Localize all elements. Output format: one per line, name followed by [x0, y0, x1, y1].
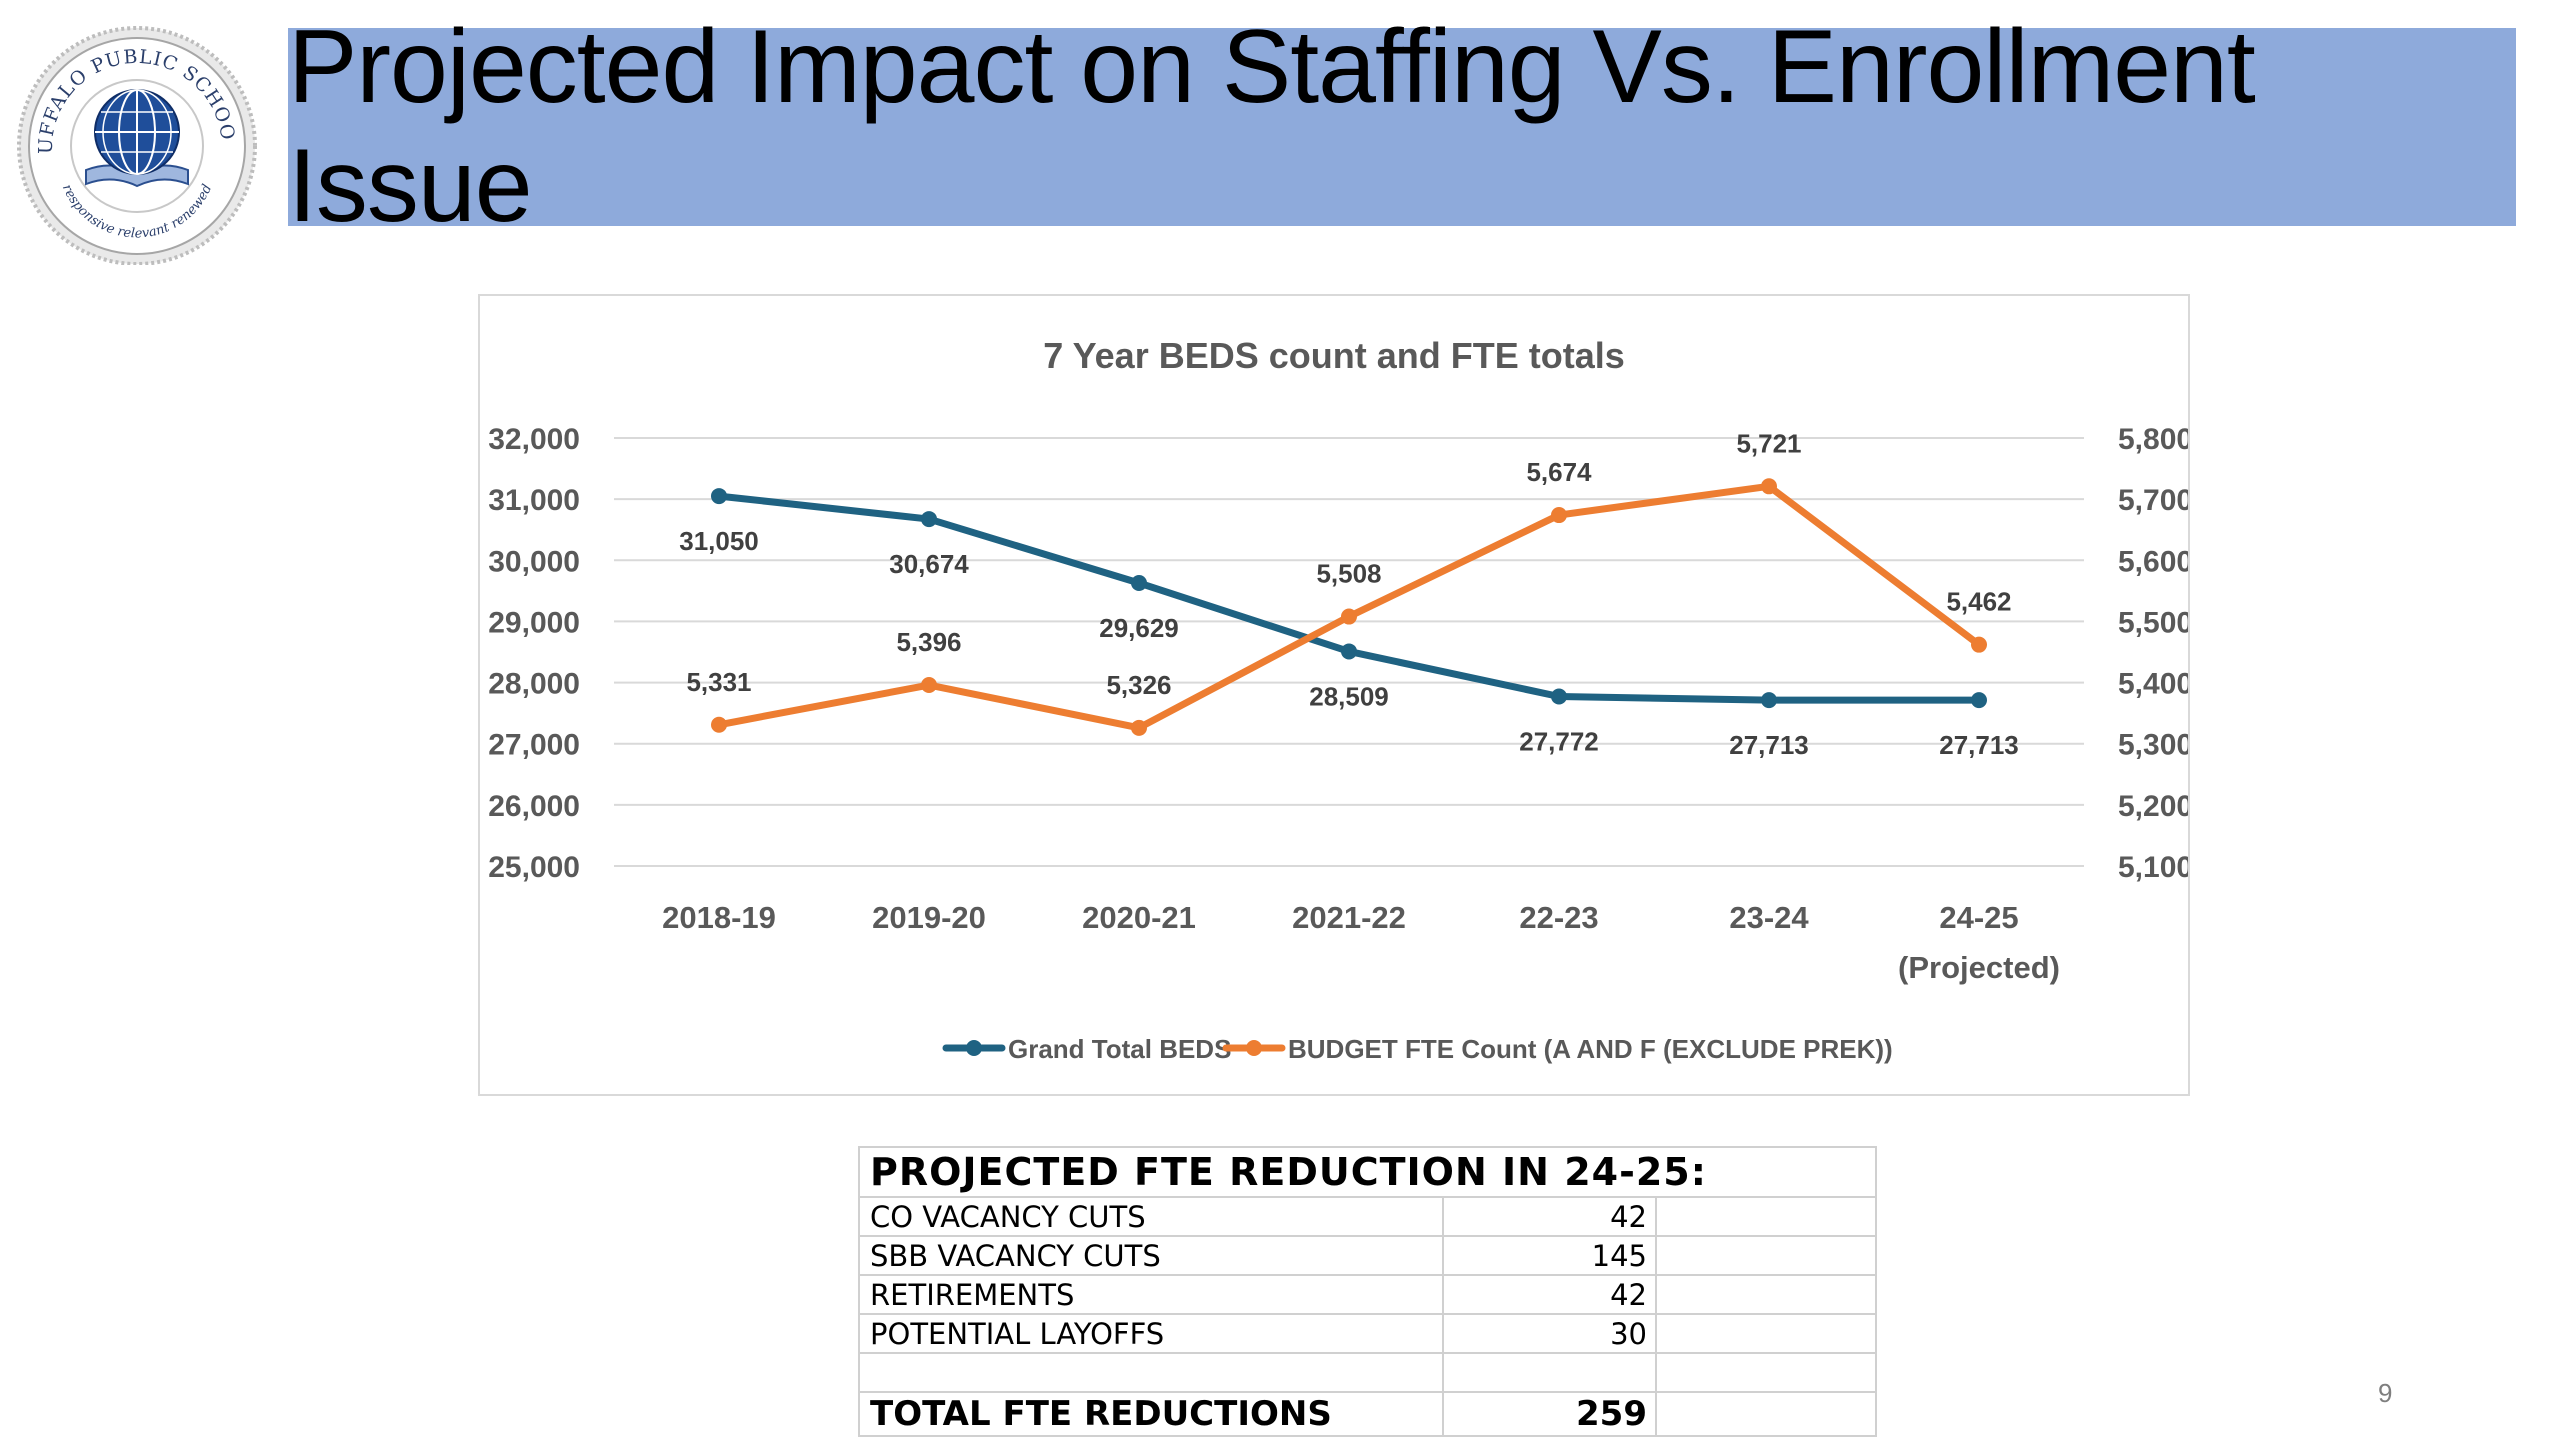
- data-point: [1131, 574, 1147, 591]
- data-label: 27,713: [1939, 730, 2019, 760]
- page-number: 9: [2378, 1378, 2393, 1408]
- slide-title: Projected Impact on Staffing Vs. Enrollm…: [288, 9, 2256, 244]
- chart-title: 7 Year BEDS count and FTE totals: [1043, 335, 1624, 376]
- data-point: [921, 677, 937, 694]
- y-left-tick-label: 29,000: [488, 606, 580, 639]
- school-seal-icon: BUFFALO PUBLIC SCHOOLS responsive releva…: [1, 3, 257, 266]
- x-tick-label: 2021-22: [1292, 900, 1406, 935]
- data-series: [711, 478, 1987, 736]
- chart-legend: Grand Total BEDS BUDGET FTE Count (A AND …: [942, 1034, 1893, 1064]
- x-tick-label: 2020-21: [1082, 900, 1196, 935]
- table-header-row: PROJECTED FTE REDUCTION IN 24-25:: [857, 1146, 1878, 1198]
- data-point: [1551, 507, 1567, 524]
- y-left-tick-label: 30,000: [488, 545, 580, 578]
- chart-svg: 7 Year BEDS count and FTE totals 25,000 5…: [488, 335, 2188, 1064]
- data-point: [1971, 636, 1987, 653]
- y-right-tick-label: 5,600: [2118, 545, 2188, 578]
- x-tick-label: 23-24: [1729, 900, 1809, 935]
- series-line: [715, 492, 1983, 704]
- buffalo-public-schools-logo: BUFFALO PUBLIC SCHOOLS responsive releva…: [1, 3, 266, 266]
- x-tick-label: 2018-19: [662, 900, 776, 935]
- row-value: 42: [1442, 1196, 1657, 1237]
- legend-marker: [1246, 1040, 1262, 1056]
- y-left-tick-label: 27,000: [488, 729, 580, 762]
- data-label: 29,629: [1099, 613, 1179, 643]
- data-point: [921, 511, 937, 528]
- table-row: SBB VACANCY CUTS 145: [858, 1235, 1878, 1276]
- total-row: TOTAL FTE REDUCTIONS 259: [858, 1391, 1878, 1437]
- table-row: RETIREMENTS 42: [858, 1274, 1878, 1315]
- gridlines: [614, 437, 2084, 867]
- data-label: 27,772: [1519, 727, 1599, 757]
- y-right-tick-label: 5,200: [2118, 790, 2188, 823]
- y-left-tick-label: 26,000: [488, 790, 580, 823]
- y-right-tick-label: 5,400: [2118, 668, 2188, 701]
- x-tick-label: 2019-20: [872, 900, 986, 935]
- data-label: 5,674: [1526, 457, 1592, 487]
- empty-cell: [1654, 1235, 1878, 1276]
- row-label: POTENTIAL LAYOFFS: [858, 1313, 1444, 1354]
- y-left-tick-label: 25,000: [488, 851, 580, 884]
- total-label: TOTAL FTE REDUCTIONS: [858, 1391, 1444, 1437]
- data-point: [711, 716, 727, 733]
- empty-cell: [1654, 1274, 1878, 1315]
- axis-tick-labels: 25,000 5,100 26,000 5,200 27,000 5,300 28,000 5…: [488, 423, 2188, 985]
- empty-cell: [1654, 1352, 1878, 1393]
- row-label: SBB VACANCY CUTS: [858, 1235, 1444, 1276]
- legend-label: Grand Total BEDS: [1008, 1034, 1231, 1064]
- data-label: 30,674: [889, 549, 969, 579]
- y-right-tick-label: 5,800: [2118, 423, 2188, 456]
- empty-cell: [1654, 1196, 1878, 1237]
- y-right-tick-label: 5,700: [2118, 484, 2188, 517]
- y-left-tick-label: 28,000: [488, 668, 580, 701]
- empty-cell: [858, 1352, 1444, 1393]
- empty-cell: [1442, 1352, 1657, 1393]
- data-label: 28,509: [1309, 681, 1389, 711]
- data-label: 5,331: [686, 667, 751, 697]
- data-point: [1131, 719, 1147, 736]
- table-row: POTENTIAL LAYOFFS 30: [858, 1313, 1878, 1354]
- row-value: 30: [1442, 1313, 1657, 1354]
- data-point: [1341, 643, 1357, 660]
- table-header: PROJECTED FTE REDUCTION IN 24-25:: [857, 1146, 1878, 1198]
- data-label: 5,721: [1736, 428, 1801, 458]
- empty-cell: [1654, 1391, 1878, 1437]
- x-tick-label: 24-25: [1939, 900, 2018, 935]
- y-right-tick-label: 5,300: [2118, 729, 2188, 762]
- data-label: 5,462: [1946, 587, 2011, 617]
- x-tick-label: 22-23: [1519, 900, 1598, 935]
- row-value: 145: [1442, 1235, 1657, 1276]
- data-label: 31,050: [679, 526, 759, 556]
- total-value: 259: [1442, 1391, 1657, 1437]
- fte-reduction-table: PROJECTED FTE REDUCTION IN 24-25: CO VAC…: [857, 1146, 1878, 1437]
- data-point: [1761, 478, 1777, 495]
- data-label: 27,713: [1729, 730, 1809, 760]
- data-label: 5,326: [1106, 670, 1171, 700]
- data-point: [1761, 692, 1777, 709]
- y-right-tick-label: 5,500: [2118, 606, 2188, 639]
- legend-marker: [966, 1040, 982, 1056]
- blank-row: [858, 1352, 1878, 1393]
- row-value: 42: [1442, 1274, 1657, 1315]
- row-label: RETIREMENTS: [858, 1274, 1444, 1315]
- title-banner: Projected Impact on Staffing Vs. Enrollm…: [288, 9, 2516, 244]
- data-point: [1551, 688, 1567, 705]
- data-labels: 31,050 30,674 29,629 28,509 27,772 27,713 27,7…: [679, 428, 2019, 760]
- data-point: [1341, 608, 1357, 625]
- empty-cell: [1654, 1313, 1878, 1354]
- y-left-tick-label: 31,000: [488, 484, 580, 517]
- data-label: 5,396: [896, 627, 961, 657]
- y-right-tick-label: 5,100: [2118, 851, 2188, 884]
- table-row: CO VACANCY CUTS 42: [858, 1196, 1878, 1237]
- data-point: [1971, 692, 1987, 709]
- data-point: [711, 488, 727, 505]
- legend-label: BUDGET FTE Count (A AND F (EXCLUDE PREK)…: [1288, 1034, 1893, 1064]
- data-label: 5,508: [1316, 559, 1381, 589]
- y-left-tick-label: 32,000: [488, 423, 580, 456]
- row-label: CO VACANCY CUTS: [858, 1196, 1444, 1237]
- x-tick-label: (Projected): [1898, 950, 2060, 985]
- line-chart: 7 Year BEDS count and FTE totals 25,000 5…: [478, 294, 2190, 1096]
